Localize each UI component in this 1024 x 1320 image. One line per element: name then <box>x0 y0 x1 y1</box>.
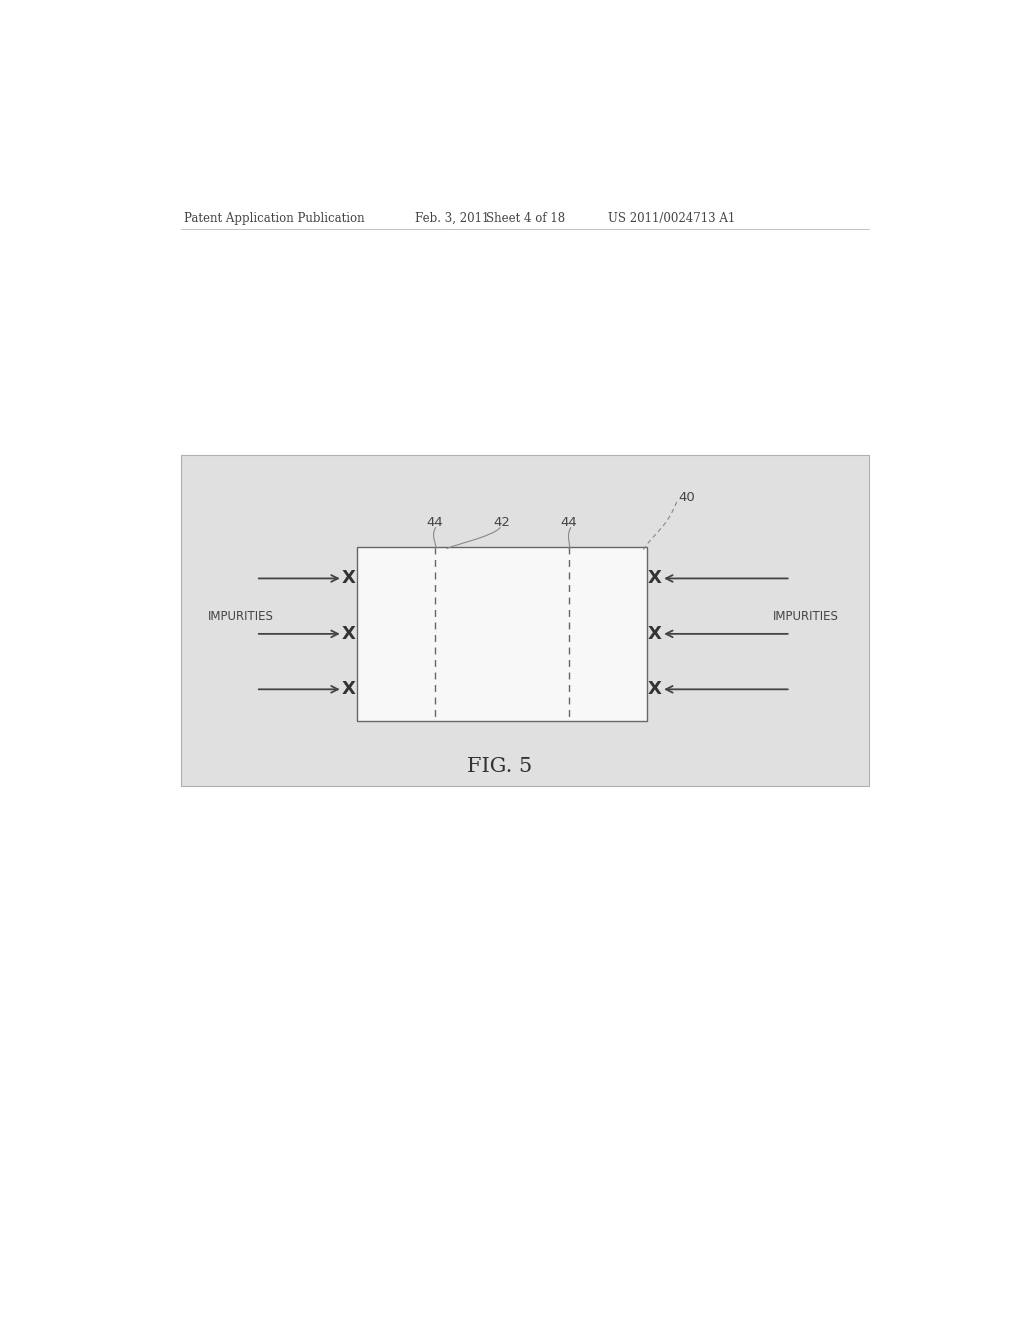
Text: FIG. 5: FIG. 5 <box>467 758 532 776</box>
Text: X: X <box>342 680 355 698</box>
Text: Feb. 3, 2011: Feb. 3, 2011 <box>415 213 489 224</box>
Text: 44: 44 <box>427 516 443 529</box>
Text: X: X <box>648 569 662 587</box>
Text: 44: 44 <box>560 516 578 529</box>
Text: Sheet 4 of 18: Sheet 4 of 18 <box>486 213 565 224</box>
Text: IMPURITIES: IMPURITIES <box>773 610 839 623</box>
Text: X: X <box>648 680 662 698</box>
Bar <box>356 548 647 721</box>
Text: 42: 42 <box>494 516 510 529</box>
Text: 40: 40 <box>678 491 695 504</box>
Text: X: X <box>342 624 355 643</box>
Bar <box>180 455 869 785</box>
Text: US 2011/0024713 A1: US 2011/0024713 A1 <box>608 213 736 224</box>
Text: IMPURITIES: IMPURITIES <box>208 610 273 623</box>
Text: X: X <box>648 624 662 643</box>
Text: Patent Application Publication: Patent Application Publication <box>183 213 365 224</box>
Text: X: X <box>342 569 355 587</box>
